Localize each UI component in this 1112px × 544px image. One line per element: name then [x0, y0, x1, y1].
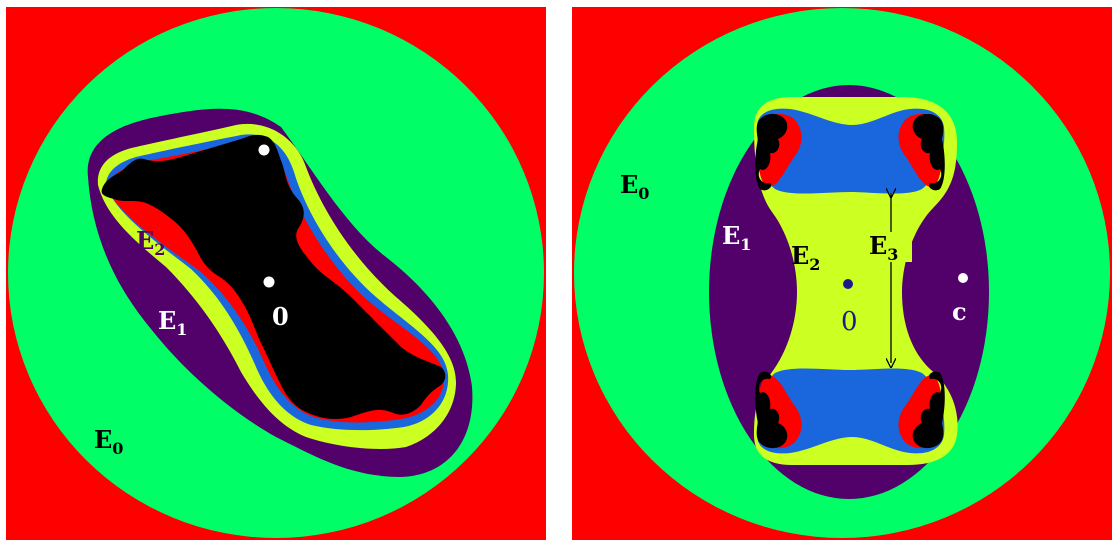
right-label-E1: E1 — [722, 221, 751, 254]
left-label-c: c — [240, 156, 255, 185]
right-label-c: c — [952, 297, 967, 326]
right-point-c — [958, 273, 968, 283]
left-label-zero: 0 — [272, 302, 289, 331]
left-filled-julia-set — [101, 134, 446, 420]
left-point-c — [258, 144, 270, 156]
left-diagram: c 0 E2 E1 E0 — [6, 7, 546, 540]
right-label-E0: E0 — [620, 170, 649, 203]
right-label-zero: 0 — [841, 307, 858, 337]
right-point-zero — [843, 279, 853, 289]
right-julia-blob-bottom-right — [912, 371, 945, 449]
left-label-E1: E1 — [158, 306, 187, 339]
right-top-blue-lobe — [757, 108, 945, 194]
right-label-E3-backing — [868, 232, 912, 262]
right-julia-blob-top-left — [755, 113, 788, 191]
left-point-zero — [263, 276, 275, 288]
right-label-E3: E3 — [869, 231, 898, 264]
left-label-E0: E0 — [94, 425, 123, 458]
right-diagram: E0 E1 E2 E3 0 c — [572, 7, 1112, 540]
right-julia-blob-top-right — [912, 113, 945, 191]
julia-set-left-panel: c 0 E2 E1 E0 — [6, 7, 546, 540]
julia-set-right-panel: E0 E1 E2 E3 0 c — [572, 7, 1112, 540]
right-label-E2: E2 — [791, 241, 820, 274]
right-bottom-blue-lobe — [757, 368, 945, 454]
left-label-E2: E2 — [136, 226, 165, 259]
right-julia-blob-bottom-left — [755, 371, 788, 449]
